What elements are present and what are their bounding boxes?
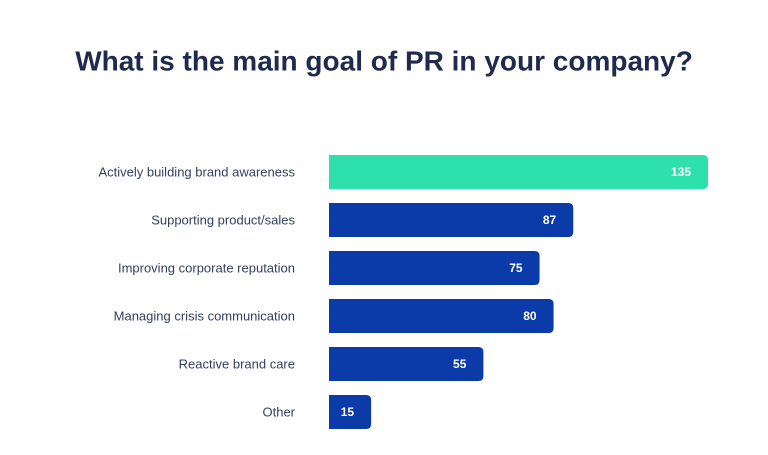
value-label: 80 — [523, 309, 537, 323]
category-label: Actively building brand awareness — [98, 164, 295, 179]
value-label: 15 — [341, 405, 355, 419]
category-label: Reactive brand care — [179, 356, 295, 371]
bar — [329, 251, 540, 285]
category-label: Managing crisis communication — [114, 308, 295, 323]
bar — [329, 347, 484, 381]
bar — [329, 155, 708, 189]
category-label: Other — [262, 404, 295, 419]
category-label: Supporting product/sales — [151, 212, 295, 227]
value-label: 55 — [453, 357, 467, 371]
value-label: 87 — [543, 213, 557, 227]
bar — [329, 203, 574, 237]
value-label: 75 — [509, 261, 523, 275]
value-label: 135 — [671, 165, 691, 179]
bar — [329, 299, 554, 333]
bar — [329, 395, 372, 429]
category-label: Improving corporate reputation — [118, 260, 295, 275]
chart-title: What is the main goal of PR in your comp… — [75, 45, 693, 76]
